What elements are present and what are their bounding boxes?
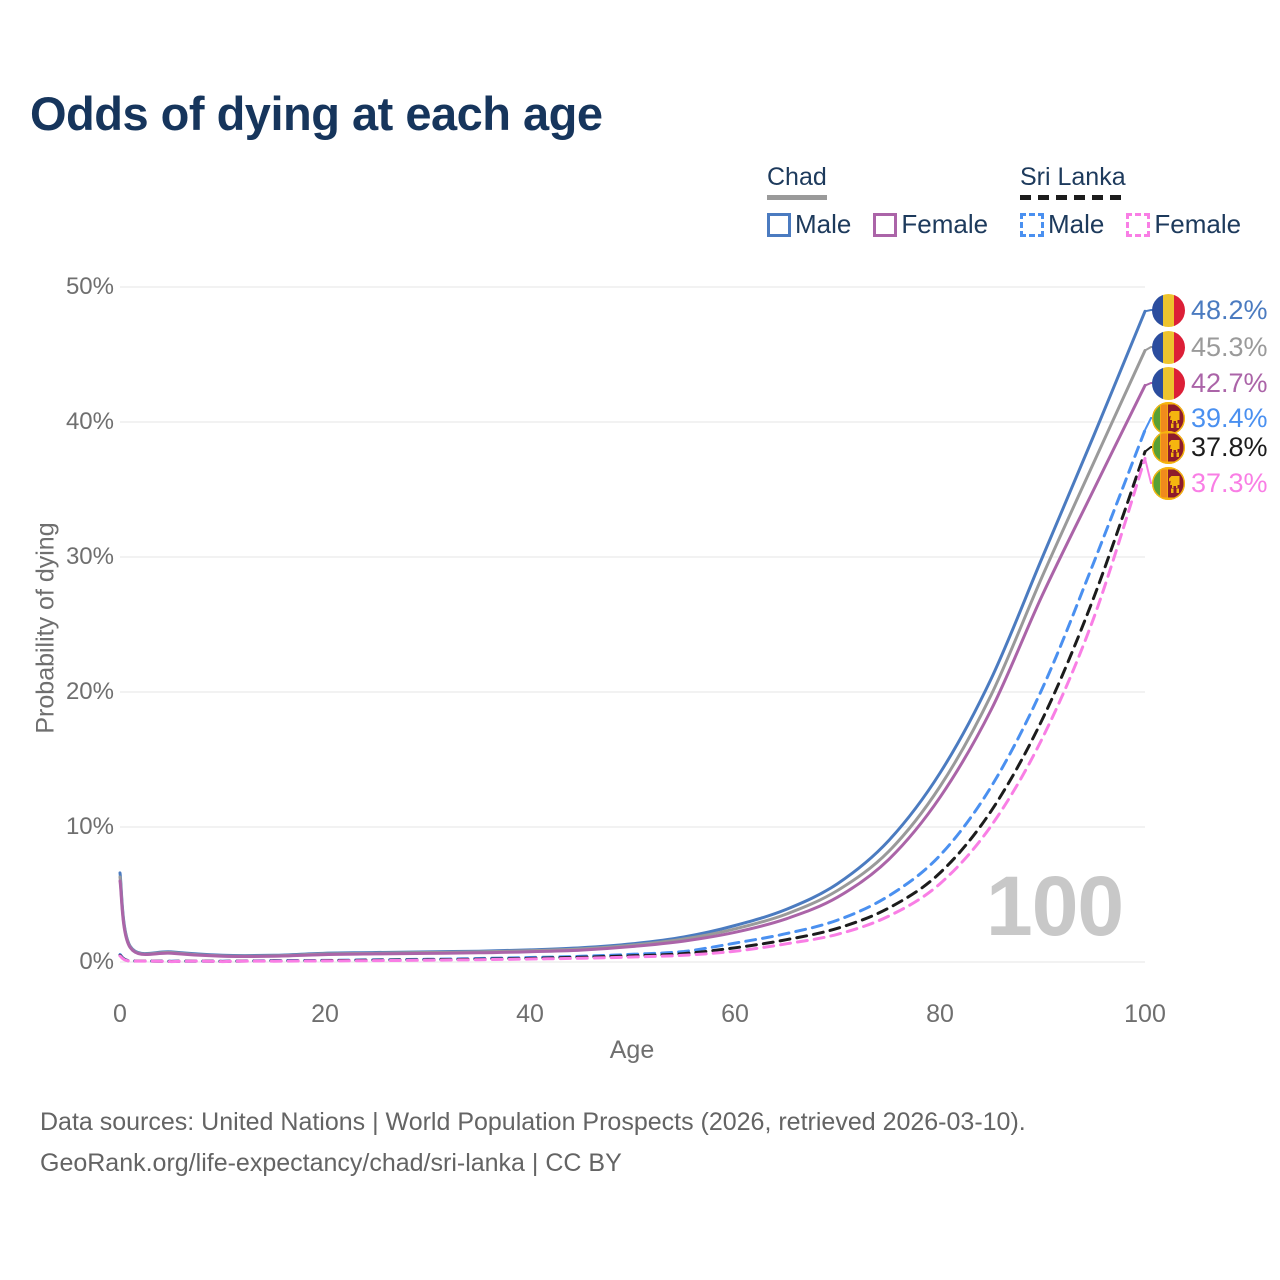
end-label-sri-lanka-both-sexes: 37.8% [1152, 430, 1268, 464]
end-label-sri-lanka-female: 37.3% [1152, 466, 1268, 500]
x-tick-label: 20 [311, 1000, 339, 1028]
legend-item-chad-female[interactable]: Female [873, 209, 988, 240]
y-tick-label: 40% [65, 408, 114, 435]
sri-lanka-flag-icon [1152, 430, 1185, 464]
sri-lanka-flag-icon [1152, 466, 1185, 500]
legend-item-sri-lanka-male[interactable]: Male [1020, 209, 1104, 240]
legend-label-sri-lanka-female: Female [1154, 209, 1242, 239]
y-tick-label: 20% [65, 678, 114, 705]
series-line-sri-lanka-female[interactable] [118, 456, 1147, 964]
legend-item-sri-lanka-female[interactable]: Female [1126, 209, 1241, 240]
chad-female-swatch-icon [873, 212, 898, 237]
legend-country-chad[interactable]: Chad [767, 163, 827, 191]
legend-label-chad-male: Male [795, 209, 852, 239]
series-line-chad-male[interactable] [118, 309, 1147, 958]
y-tick-label: 50% [65, 273, 114, 300]
legend-country-sri-lanka[interactable]: Sri Lanka [1020, 163, 1126, 191]
footer-link-text[interactable]: GeoRank.org/life-expectancy/chad/sri-lan… [40, 1149, 622, 1177]
legend-label-sri-lanka-male: Male [1048, 209, 1105, 239]
sri-lanka-male-swatch-icon [1020, 212, 1044, 237]
x-tick-label: 60 [721, 1000, 749, 1028]
x-tick-label: 40 [516, 1000, 544, 1028]
end-label-chad-both-sexes: 45.3% [1152, 330, 1268, 364]
chad-flag-icon [1152, 330, 1185, 364]
end-label-value: 39.4% [1191, 402, 1268, 433]
series-line-chad-female[interactable] [118, 384, 1147, 959]
page-title: Odds of dying at each age [30, 87, 603, 140]
sri-lanka-line-style-icon [1020, 195, 1126, 200]
end-label-chad-male: 48.2% [1152, 293, 1268, 327]
x-tick-label: 80 [926, 1000, 954, 1028]
data-sources-text: Data sources: United Nations | World Pop… [40, 1108, 1026, 1136]
y-tick-label: 10% [65, 813, 114, 840]
end-label-value: 42.7% [1191, 367, 1268, 398]
chad-line-style-icon [767, 195, 827, 200]
x-axis-title: Age [609, 1036, 655, 1064]
end-label-value: 37.8% [1191, 431, 1268, 462]
legend-group-sri-lanka: Sri Lanka Male Female [1020, 163, 1241, 240]
sri-lanka-flag-icon [1152, 401, 1185, 435]
end-label-value: 37.3% [1191, 467, 1268, 498]
y-tick-label: 30% [65, 543, 114, 570]
legend-item-chad-male[interactable]: Male [767, 209, 851, 240]
chad-flag-icon [1152, 366, 1185, 400]
end-label-chad-female: 42.7% [1152, 366, 1268, 400]
end-label-sri-lanka-male: 39.4% [1152, 401, 1268, 435]
footer: Data sources: United Nations | World Pop… [40, 1102, 1026, 1184]
x-tick-label: 100 [1124, 1000, 1166, 1028]
chad-male-swatch-icon [767, 212, 791, 237]
age-cursor-watermark: 100 [986, 859, 1124, 953]
chad-flag-icon [1152, 293, 1185, 327]
end-label-value: 45.3% [1191, 331, 1268, 362]
end-label-value: 48.2% [1191, 294, 1268, 325]
series-line-chad-both-sexes[interactable] [118, 349, 1147, 958]
legend-group-chad: Chad Male Female [767, 163, 988, 240]
x-tick-label: 0 [113, 1000, 127, 1028]
legend-label-chad-female: Female [901, 209, 989, 239]
sri-lanka-female-swatch-icon [1126, 212, 1151, 237]
y-tick-label: 0% [79, 948, 114, 975]
